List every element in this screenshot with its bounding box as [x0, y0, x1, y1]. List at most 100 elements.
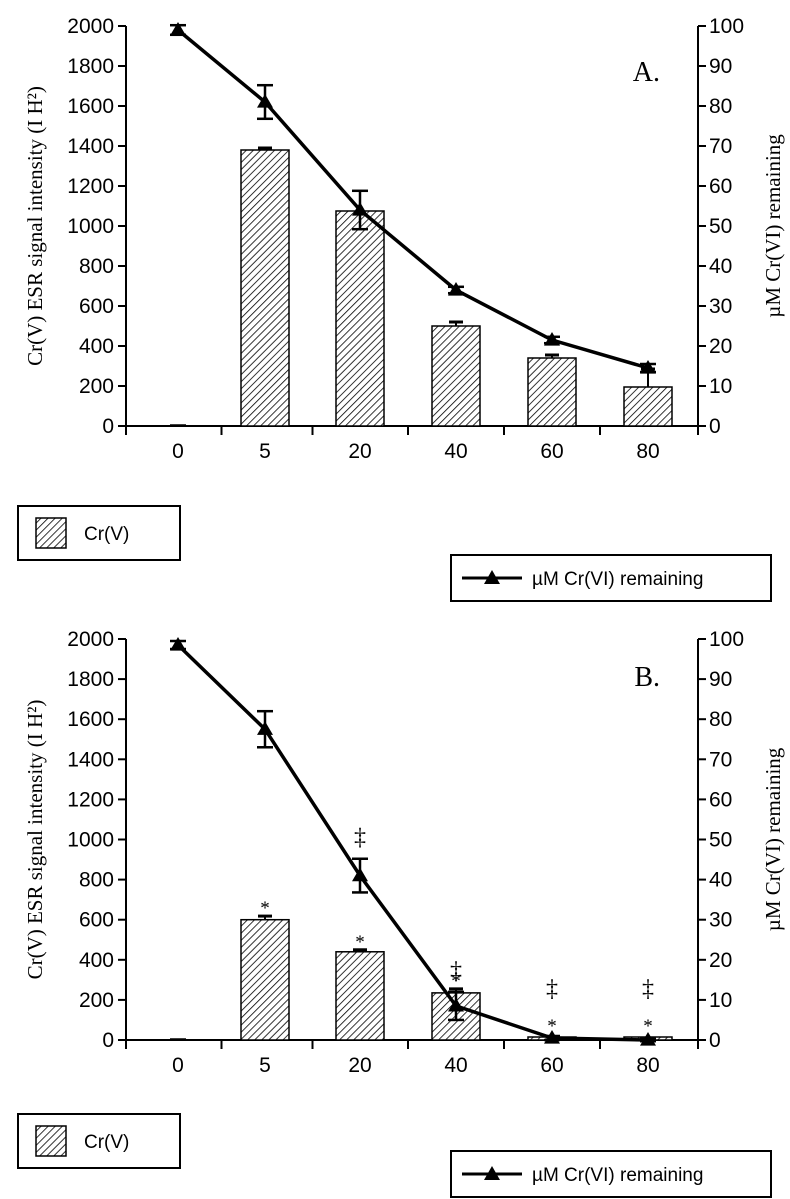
y2-tick-label: 10: [709, 989, 732, 1012]
y-tick-label: 1400: [67, 748, 114, 771]
x-tick-label: 20: [348, 1054, 371, 1077]
line-point-0: [170, 637, 186, 651]
y2-tick-label: 50: [709, 215, 732, 238]
legend-triangle-icon: [484, 1166, 500, 1180]
y-tick-label: 1200: [67, 788, 114, 811]
panel-label: A.: [633, 57, 660, 88]
y-tick-label: 600: [79, 295, 114, 318]
y2-tick-label: 60: [709, 175, 732, 198]
legend-swatch: [35, 1125, 67, 1157]
line-point-20: [352, 867, 368, 882]
legend-label: Cr(V): [84, 1132, 129, 1153]
bar-20: [335, 951, 385, 1041]
line-point-20: [352, 202, 368, 216]
legend-swatch: [35, 517, 67, 549]
y2-tick-label: 80: [709, 708, 732, 731]
line-point-80: [640, 360, 656, 374]
y2-tick-label: 80: [709, 95, 732, 118]
bar-20: [335, 210, 385, 427]
legend-label: µM Cr(VI) remaining: [532, 569, 703, 590]
line-point-40: [448, 997, 464, 1012]
y-tick-label: 1600: [67, 708, 114, 731]
y2-tick-label: 70: [709, 135, 732, 158]
line-significance-marker: ‡: [642, 976, 654, 1002]
x-tick-label: 5: [259, 1054, 271, 1077]
y-tick-label: 1800: [67, 55, 114, 78]
bar-5: [240, 149, 290, 427]
x-tick-label: 40: [444, 440, 467, 463]
bar-40: [431, 325, 481, 427]
y2-tick-label: 40: [709, 869, 732, 892]
bar-80: [623, 386, 673, 427]
y-tick-label: 800: [79, 255, 114, 278]
legend-bar: Cr(V): [17, 1113, 181, 1169]
y-tick-label: 600: [79, 909, 114, 932]
panel-a: 0200400600800100012001400160018002000010…: [17, 15, 785, 602]
y-tick-label: 0: [102, 415, 114, 438]
y2-tick-label: 70: [709, 748, 732, 771]
y-tick-label: 1800: [67, 668, 114, 691]
y-tick-label: 400: [79, 949, 114, 972]
y2-tick-label: 100: [709, 15, 744, 38]
line-point-5: [257, 721, 273, 735]
y-tick-label: 2000: [67, 628, 114, 651]
legend-bar: Cr(V): [17, 505, 181, 561]
y2-tick-label: 30: [709, 295, 732, 318]
bar-significance-marker: *: [260, 898, 270, 919]
y2-tick-label: 0: [709, 415, 721, 438]
line-series: [176, 643, 649, 1042]
y2-tick-label: 0: [709, 1029, 721, 1052]
y-tick-label: 800: [79, 869, 114, 892]
y2-tick-label: 90: [709, 55, 732, 78]
y-tick-label: 200: [79, 375, 114, 398]
y2-tick-label: 60: [709, 788, 732, 811]
x-tick-label: 80: [636, 1054, 659, 1077]
line-significance-marker: ‡: [354, 825, 366, 851]
bar-significance-marker: *: [643, 1016, 653, 1037]
y2-axis-label: µM Cr(VI) remaining: [761, 134, 785, 318]
legend-line: µM Cr(VI) remaining: [450, 1150, 772, 1198]
x-tick-label: 60: [540, 1054, 563, 1077]
line-significance-marker: ‡: [546, 976, 558, 1002]
line-point-0: [170, 22, 186, 36]
line-significance-marker: ‡: [450, 958, 462, 984]
y2-tick-label: 90: [709, 668, 732, 691]
x-tick-label: 5: [259, 440, 271, 463]
bar-significance-marker: *: [451, 971, 461, 992]
x-tick-label: 60: [540, 440, 563, 463]
y-tick-label: 1200: [67, 175, 114, 198]
y2-tick-label: 50: [709, 829, 732, 852]
line-point-60: [544, 332, 560, 346]
panel-label: B.: [634, 662, 660, 693]
legend-triangle-icon: [484, 570, 500, 584]
bar-5: [240, 918, 290, 1041]
y-tick-label: 1000: [67, 829, 114, 852]
line-point-80: [640, 1032, 656, 1046]
bar-60: [527, 357, 577, 427]
x-tick-label: 40: [444, 1054, 467, 1077]
y-axis-label: Cr(V) ESR signal intensity (I H²): [23, 86, 47, 366]
y2-axis-label: µM Cr(VI) remaining: [761, 747, 785, 931]
y2-tick-label: 30: [709, 909, 732, 932]
y-tick-label: 400: [79, 335, 114, 358]
bar-significance-marker: *: [547, 1016, 557, 1037]
legend-label: Cr(V): [84, 524, 129, 545]
y-axis-label: Cr(V) ESR signal intensity (I H²): [23, 700, 47, 980]
x-tick-label: 0: [172, 1054, 184, 1077]
bar-significance-marker: *: [355, 932, 365, 953]
y2-tick-label: 100: [709, 628, 744, 651]
x-tick-label: 80: [636, 440, 659, 463]
y-tick-label: 0: [102, 1029, 114, 1052]
y-tick-label: 1600: [67, 95, 114, 118]
x-tick-label: 0: [172, 440, 184, 463]
panel-b: 0200400600800100012001400160018002000010…: [17, 628, 785, 1198]
line-series: [176, 28, 649, 370]
y-tick-label: 200: [79, 989, 114, 1012]
y2-tick-label: 20: [709, 949, 732, 972]
y2-tick-label: 20: [709, 335, 732, 358]
y-tick-label: 2000: [67, 15, 114, 38]
legend-line: µM Cr(VI) remaining: [450, 554, 772, 602]
x-tick-label: 20: [348, 440, 371, 463]
y2-tick-label: 40: [709, 255, 732, 278]
